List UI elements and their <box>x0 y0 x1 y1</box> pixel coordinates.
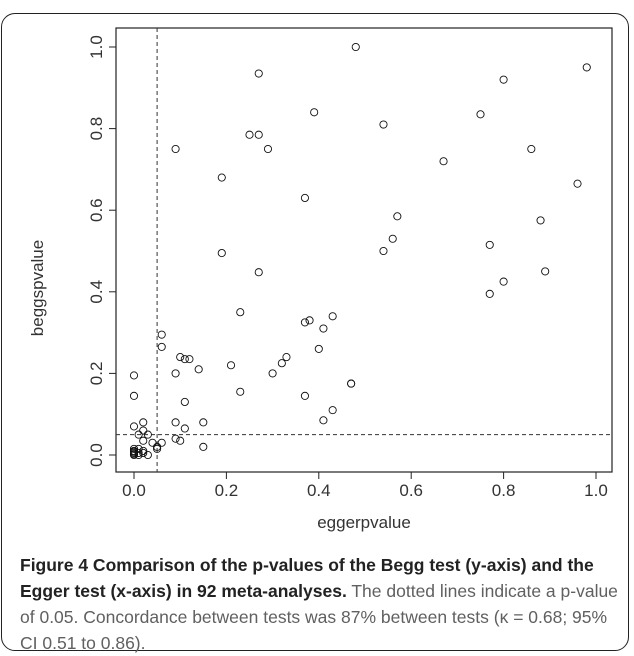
data-point <box>393 212 402 221</box>
data-point <box>134 430 143 439</box>
plot-area: 0.0 0.2 0.4 0.6 0.8 1.0 0.0 0.2 0.4 0.6 0.8 1.0 <box>87 27 613 500</box>
data-point <box>499 277 508 286</box>
data-point <box>194 365 203 374</box>
data-point <box>485 240 494 249</box>
data-point <box>236 308 245 317</box>
data-point <box>310 108 319 117</box>
data-point <box>171 144 180 154</box>
data-point <box>176 353 185 362</box>
data-point <box>300 391 309 400</box>
data-point <box>499 75 508 84</box>
x-tick-label: 1.0 <box>584 481 608 500</box>
data-point <box>300 193 309 203</box>
data-point <box>129 371 139 380</box>
data-point <box>254 268 263 277</box>
data-point <box>282 353 291 362</box>
data-point <box>347 379 356 388</box>
data-point <box>541 267 550 276</box>
x-tick-label: 0.0 <box>122 481 146 500</box>
data-point <box>143 450 152 460</box>
data-point <box>134 450 143 460</box>
data-point <box>388 234 397 243</box>
data-point <box>171 434 180 443</box>
y-tick-label: 0.2 <box>87 362 106 386</box>
x-tick-label: 0.4 <box>307 481 331 500</box>
x-tick-label: 0.6 <box>399 481 423 500</box>
figure-caption: Figure 4 Comparison of the p-values of t… <box>20 552 620 656</box>
y-tick-label: 0.0 <box>87 443 106 467</box>
data-point <box>217 248 226 258</box>
data-point <box>157 342 166 351</box>
caption-body: The dotted lines indicate a p-value of 0… <box>20 581 618 653</box>
data-point <box>139 418 148 427</box>
caption-title: Figure 4 Comparison of the p-values of t… <box>20 555 594 601</box>
data-point <box>328 312 337 321</box>
data-point <box>319 324 328 333</box>
x-tick-label: 0.2 <box>215 481 239 500</box>
data-point <box>300 318 309 327</box>
x-axis-label: eggerpvalue <box>317 513 411 532</box>
figure-frame <box>1 13 629 651</box>
x-tick-label: 0.8 <box>492 481 516 500</box>
data-point <box>573 179 582 188</box>
data-point <box>319 416 328 425</box>
data-point <box>485 289 494 298</box>
data-point <box>245 130 254 139</box>
data-point <box>139 426 148 435</box>
data-point <box>171 369 180 378</box>
data-point <box>379 120 388 129</box>
data-point <box>263 144 273 154</box>
data-point <box>527 144 536 154</box>
data-point <box>129 444 139 453</box>
data-point <box>199 418 208 427</box>
data-point <box>153 442 162 451</box>
data-point <box>305 316 314 325</box>
data-point <box>171 418 180 427</box>
data-point <box>351 42 360 52</box>
data-point <box>129 422 139 431</box>
data-point <box>439 157 448 166</box>
y-tick-label: 0.4 <box>87 280 106 304</box>
plot-border <box>115 27 613 473</box>
data-point <box>157 438 166 447</box>
data-point <box>134 448 143 458</box>
data-point <box>536 216 545 225</box>
data-point <box>314 344 323 353</box>
data-point <box>139 446 148 455</box>
y-tick-label: 1.0 <box>87 35 106 59</box>
data-point <box>476 110 485 119</box>
data-point <box>217 173 226 182</box>
data-point <box>129 450 139 459</box>
data-point <box>148 438 157 447</box>
data-point <box>379 246 388 256</box>
data-point <box>180 397 189 407</box>
data-point <box>199 442 208 451</box>
data-point <box>129 391 139 400</box>
data-point <box>185 355 194 364</box>
data-point <box>328 406 337 415</box>
data-point <box>254 69 263 78</box>
data-point <box>226 361 236 370</box>
data-point <box>143 430 152 439</box>
data-point <box>139 448 148 458</box>
y-tick-label: 0.6 <box>87 198 106 222</box>
data-point <box>139 436 148 445</box>
data-point <box>153 444 162 453</box>
data-point <box>176 436 185 445</box>
data-point <box>134 444 143 453</box>
data-point <box>180 424 189 433</box>
data-point <box>582 63 591 72</box>
y-tick-label: 0.8 <box>87 117 106 141</box>
data-point <box>236 387 245 396</box>
data-point <box>277 359 286 368</box>
data-point <box>268 369 277 378</box>
y-axis-label: beggspvalue <box>28 240 47 336</box>
data-point <box>254 130 263 139</box>
data-point <box>180 355 189 364</box>
data-point <box>157 330 166 339</box>
